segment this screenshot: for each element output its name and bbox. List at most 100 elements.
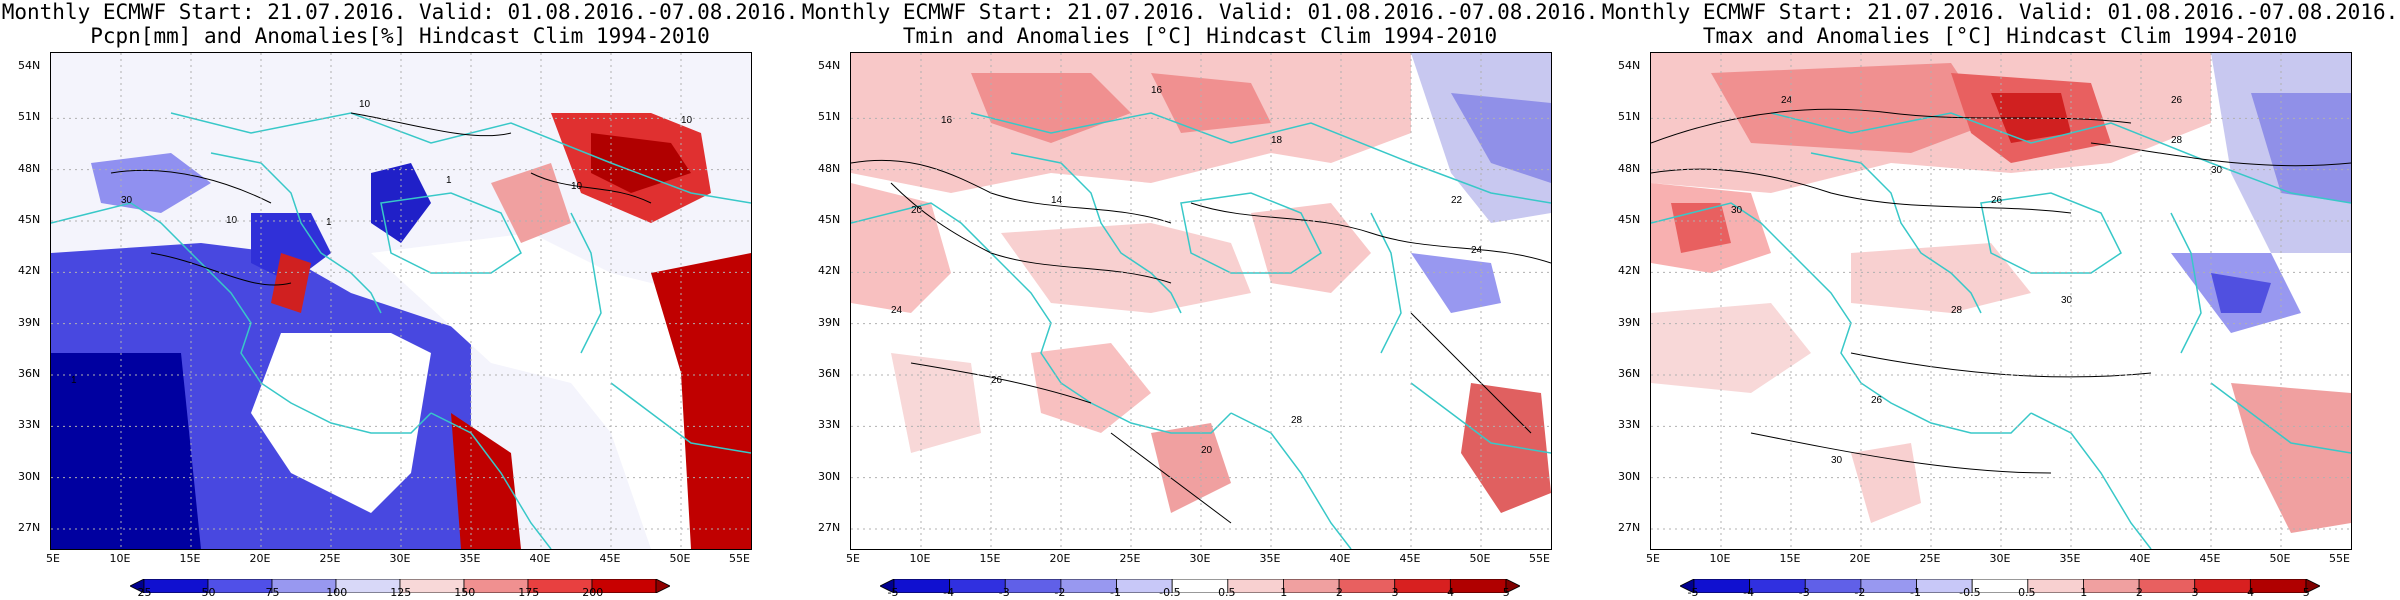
colorbar — [129, 578, 671, 594]
colorbar-swatch — [893, 578, 951, 594]
lat-tick-label: 36N — [1618, 367, 1641, 380]
map-canvas: 24 26 28 30 26 30 28 30 26 30 — [1651, 53, 2351, 549]
lat-tick-label: 54N — [1618, 59, 1641, 72]
colorbar-tick-label: -3 — [1798, 586, 1810, 599]
contour-label: 10 — [359, 99, 371, 110]
colorbar-tick-label: 150 — [454, 586, 476, 599]
contour-label: 22 — [1451, 195, 1463, 206]
colorbar-tick-label: -4 — [943, 586, 955, 599]
colorbar-tick-label: 25 — [137, 586, 152, 599]
lat-tick-label: 36N — [818, 367, 841, 380]
lat-tick-label: 27N — [18, 521, 41, 534]
map-area: 16 16 18 14 20 22 24 26 28 20 24 — [850, 52, 1552, 550]
lon-tick-label: 25E — [1919, 552, 1941, 565]
contour-label: 24 — [1471, 245, 1483, 256]
lat-tick-label: 39N — [1618, 315, 1641, 329]
lat-tick-label: 42N — [18, 264, 41, 278]
lon-tick-label: 10E — [109, 552, 131, 565]
coastlines — [51, 112, 751, 549]
lon-tick-label: 20E — [1049, 552, 1071, 565]
lon-tick-label: 40E — [2129, 552, 2151, 565]
lon-tick-label: 10E — [909, 552, 931, 565]
lon-tick-label: 35E — [2059, 552, 2081, 565]
lon-tick-label: 10E — [1709, 552, 1731, 565]
graticule — [1651, 53, 2351, 549]
lon-tick-label: 40E — [529, 552, 551, 565]
colorbar-swatch — [2083, 578, 2140, 594]
graticule — [851, 53, 1551, 549]
colorbar-graphic — [879, 578, 1521, 594]
colorbar-swatch — [1693, 578, 1751, 594]
contour-labels: 24 26 28 30 26 30 28 30 26 30 — [1731, 95, 2223, 466]
lat-tick-label: 33N — [1618, 418, 1641, 432]
colorbar-graphic — [129, 578, 671, 594]
colorbar-tick-label: 5 — [2302, 586, 2310, 599]
contour-label: 18 — [1271, 135, 1283, 146]
lat-tick-label: 42N — [1618, 264, 1641, 278]
colorbar-swatch — [1449, 578, 1507, 594]
lon-tick-label: 15E — [979, 552, 1001, 565]
panel-title-line2: Tmin and Anomalies [°C] Hindcast Clim 19… — [902, 24, 1498, 48]
colorbar-max-arrow — [655, 578, 671, 594]
contour-label: 1 — [71, 375, 77, 386]
contour-label: 20 — [1201, 445, 1213, 456]
contour-label: 30 — [2211, 165, 2223, 176]
map-canvas: 10 10 1 1 10 30 10 1 — [51, 53, 751, 549]
contour-label: 16 — [1151, 85, 1163, 96]
contour-label: 1 — [446, 175, 452, 186]
colorbar-max-arrow — [2305, 578, 2321, 594]
colorbar-swatch — [949, 578, 1006, 594]
colorbar-tick-label: -2 — [1854, 586, 1866, 599]
colorbar-tick-label: -5 — [887, 586, 899, 599]
contour-label: 26 — [2171, 95, 2183, 106]
colorbar-max-arrow — [1505, 578, 1521, 594]
contour-label: 26 — [991, 375, 1003, 386]
panel-title-line1: Monthly ECMWF Start: 21.07.2016. Valid: … — [1601, 0, 2399, 24]
lon-tick-label: 30E — [1989, 552, 2011, 565]
colorbar — [879, 578, 1521, 594]
contour-label: 10 — [681, 115, 693, 126]
colorbar-tick-label: 2 — [1335, 586, 1343, 599]
colorbar-swatch — [2138, 578, 2196, 594]
colorbar-tick-label: 4 — [2247, 586, 2255, 599]
contour-label: 10 — [571, 181, 583, 192]
contour-label: 1 — [326, 217, 332, 228]
contour-label: 16 — [941, 115, 953, 126]
lon-tick-label: 50E — [669, 552, 691, 565]
lat-tick-label: 51N — [18, 110, 41, 124]
map-canvas: 16 16 18 14 20 22 24 26 28 20 24 — [851, 53, 1551, 549]
lat-tick-label: 39N — [818, 315, 841, 329]
lon-tick-label: 25E — [1119, 552, 1141, 565]
contour-label: 28 — [2171, 135, 2183, 146]
colorbar-swatch — [207, 578, 273, 594]
colorbar-tick-label: 75 — [265, 586, 280, 599]
lon-tick-label: 55E — [729, 552, 750, 565]
lat-tick-label: 48N — [1618, 161, 1641, 175]
colorbar-tick-label: 3 — [1391, 586, 1399, 599]
lat-tick-label: 33N — [818, 418, 841, 432]
colorbar-tick-label: -4 — [1743, 586, 1755, 599]
colorbar-tick-label: 4 — [1447, 586, 1455, 599]
colorbar-swatch — [1060, 578, 1117, 594]
colorbar-tick-label: 200 — [582, 586, 604, 599]
contour-label: 24 — [1781, 95, 1793, 106]
colorbar-tick-label: -3 — [998, 586, 1010, 599]
lon-tick-label: 55E — [1529, 552, 1550, 565]
contour-label: 26 — [1991, 195, 2003, 206]
lat-tick-label: 51N — [818, 110, 841, 124]
lon-tick-label: 45E — [2199, 552, 2221, 565]
lon-tick-label: 20E — [1849, 552, 1871, 565]
anomaly-field — [851, 53, 1551, 549]
contour-label: 30 — [1831, 455, 1843, 466]
colorbar-swatch — [2027, 578, 2084, 594]
panel-title-line1: Monthly ECMWF Start: 21.07.2016. Valid: … — [801, 0, 1599, 24]
colorbar-tick-label: 3 — [2191, 586, 2199, 599]
contour-label: 30 — [121, 195, 133, 206]
colorbar-graphic — [1679, 578, 2321, 594]
lon-tick-label: 30E — [389, 552, 411, 565]
colorbar-swatch — [2249, 578, 2307, 594]
lat-tick-label: 27N — [1618, 521, 1641, 534]
lon-tick-label: 25E — [319, 552, 341, 565]
lat-tick-label: 45N — [1618, 213, 1641, 226]
colorbar-swatch — [1004, 578, 1062, 594]
